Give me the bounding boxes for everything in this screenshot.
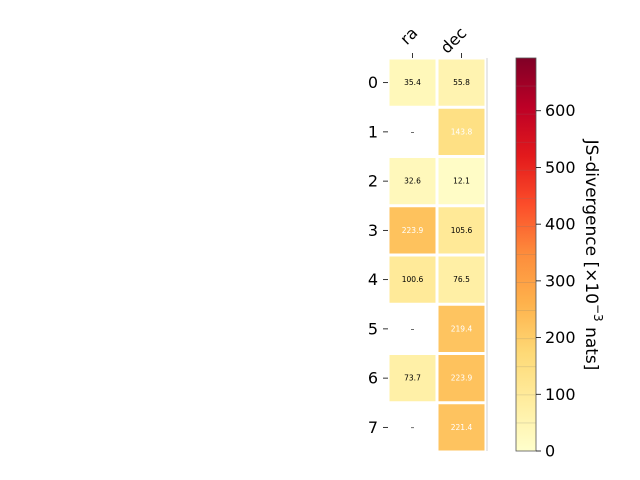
- cell-label-5-dec: 219.4: [451, 324, 473, 333]
- column-labels: ra dec: [396, 23, 470, 57]
- colorbar-label-suffix: nats]: [581, 322, 601, 371]
- heatmap-cells: 35.4 55.8 – 143.8 32.6 12.1 223.9 105.6 100.6 76.…: [389, 59, 485, 451]
- cell-label-0-dec: 55.8: [453, 78, 470, 87]
- heatmap-cell-5-dec: [438, 305, 485, 352]
- heatmap-cell-3-dec: [438, 207, 485, 254]
- colorbar-tick-label-400: 400: [545, 215, 576, 234]
- heatmap-cell-7-dec: [438, 404, 485, 451]
- row-label-3: 3: [368, 221, 378, 240]
- cell-label-6-ra: 73.7: [404, 374, 421, 383]
- heatmap-cell-4-ra: [389, 256, 436, 303]
- colorbar-tick-label-0: 0: [545, 442, 555, 461]
- heatmap-cell-1-dec: [438, 108, 485, 155]
- colorbar-tick-label-600: 600: [545, 101, 576, 120]
- colorbar: [515, 57, 537, 452]
- colorbar-tick-label-300: 300: [545, 271, 576, 290]
- row-label-2: 2: [368, 172, 378, 191]
- cell-label-2-ra: 32.6: [404, 177, 421, 186]
- colorbar-label: JS-divergence [×10−3 nats]: [581, 139, 605, 371]
- row-ticks: [383, 82, 388, 428]
- cell-label-2-dec: 12.1: [453, 177, 470, 186]
- cell-label-3-dec: 105.6: [451, 226, 473, 235]
- cell-label-1-ra: –: [411, 127, 415, 136]
- column-label-ra: ra: [396, 23, 421, 48]
- cell-label-4-ra: 100.6: [402, 275, 424, 284]
- colorbar-tick-label-500: 500: [545, 158, 576, 177]
- cell-label-5-ra: –: [411, 324, 415, 333]
- column-label-dec: dec: [437, 23, 471, 57]
- row-label-4: 4: [368, 270, 378, 289]
- colorbar-label-exponent: −3: [591, 304, 605, 322]
- row-label-1: 1: [368, 122, 378, 141]
- cell-label-7-dec: 221.4: [451, 423, 473, 432]
- cell-label-7-ra: –: [411, 423, 415, 432]
- heatmap-cell-6-ra: [389, 355, 436, 402]
- cell-label-4-dec: 76.5: [453, 275, 470, 284]
- row-labels: 0 1 2 3 4 5 6 7: [368, 73, 378, 437]
- row-label-7: 7: [368, 418, 378, 437]
- column-ticks: [412, 53, 462, 58]
- cell-label-1-dec: 143.8: [451, 127, 473, 136]
- heatmap-cell-4-dec: [438, 256, 485, 303]
- cell-label-3-ra: 223.9: [402, 226, 424, 235]
- cell-label-6-dec: 223.9: [451, 374, 473, 383]
- heatmap-cell-0-ra: [389, 59, 436, 106]
- row-label-0: 0: [368, 73, 378, 92]
- heatmap-cell-3-ra: [389, 207, 436, 254]
- colorbar-ticks: 0 100 200 300 400 500 600: [536, 101, 576, 461]
- heatmap-cell-2-dec: [438, 158, 485, 205]
- heatmap-cell-0-dec: [438, 59, 485, 106]
- colorbar-tick-label-100: 100: [545, 385, 576, 404]
- heatmap-cell-6-dec: [438, 355, 485, 402]
- colorbar-tick-label-200: 200: [545, 328, 576, 347]
- heatmap-cell-2-ra: [389, 158, 436, 205]
- row-label-5: 5: [368, 319, 378, 338]
- colorbar-grid-lines: [516, 85, 536, 424]
- row-label-6: 6: [368, 369, 378, 388]
- cell-label-0-ra: 35.4: [404, 78, 421, 87]
